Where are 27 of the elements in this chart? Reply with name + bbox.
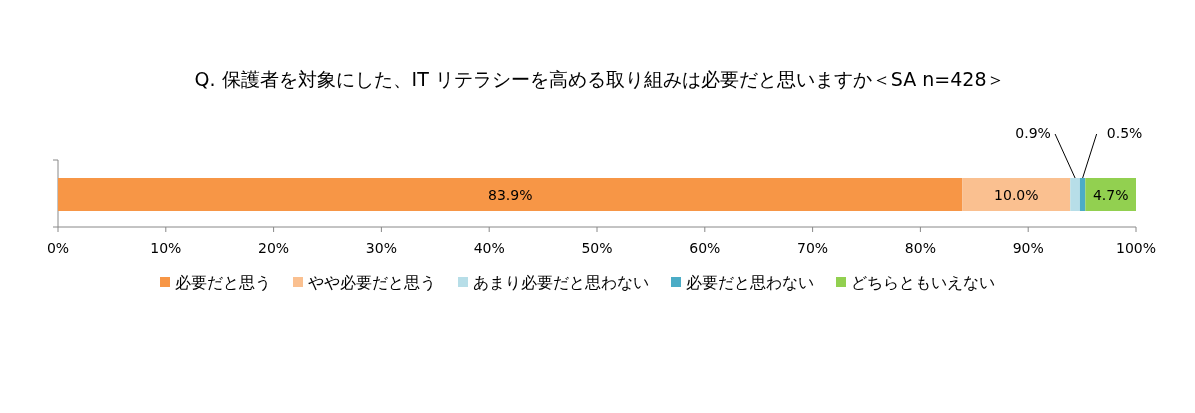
data-label: 4.7% — [1092, 186, 1129, 203]
x-tick-label: 30% — [365, 240, 397, 256]
x-tick-label: 80% — [904, 240, 936, 256]
legend-label: どちらともいえない — [851, 273, 995, 292]
legend-label: あまり必要だと思わない — [473, 273, 649, 292]
x-tick-label: 0% — [46, 240, 70, 256]
legend-label: 必要だと思う — [175, 273, 271, 292]
data-label: 0.5% — [1106, 125, 1143, 141]
x-tick-label: 10% — [150, 240, 182, 256]
legend-label: 必要だと思わない — [686, 273, 814, 292]
x-tick-label: 40% — [473, 240, 505, 256]
chart-title: Q. 保護者を対象にした、IT リテラシーを高める取り組みは必要だと思いますか＜SA n=428＞ — [194, 68, 1006, 90]
x-tick-label: 70% — [797, 240, 829, 256]
bar — [962, 178, 1071, 211]
data-label: 0.9% — [1015, 125, 1051, 141]
x-tick-label: 100% — [1115, 240, 1157, 256]
legend-label: やや必要だと思う — [308, 273, 436, 292]
data-label: 83.9% — [487, 186, 533, 203]
data-label: 10.0% — [994, 186, 1039, 203]
x-tick-label: 20% — [258, 240, 290, 256]
bar — [58, 178, 963, 211]
bar — [1079, 178, 1086, 211]
x-tick-label: 60% — [689, 240, 721, 256]
bar — [1070, 178, 1080, 211]
bar — [1085, 178, 1136, 211]
x-tick-label: 90% — [1012, 240, 1044, 256]
x-tick-label: 50% — [581, 240, 613, 256]
